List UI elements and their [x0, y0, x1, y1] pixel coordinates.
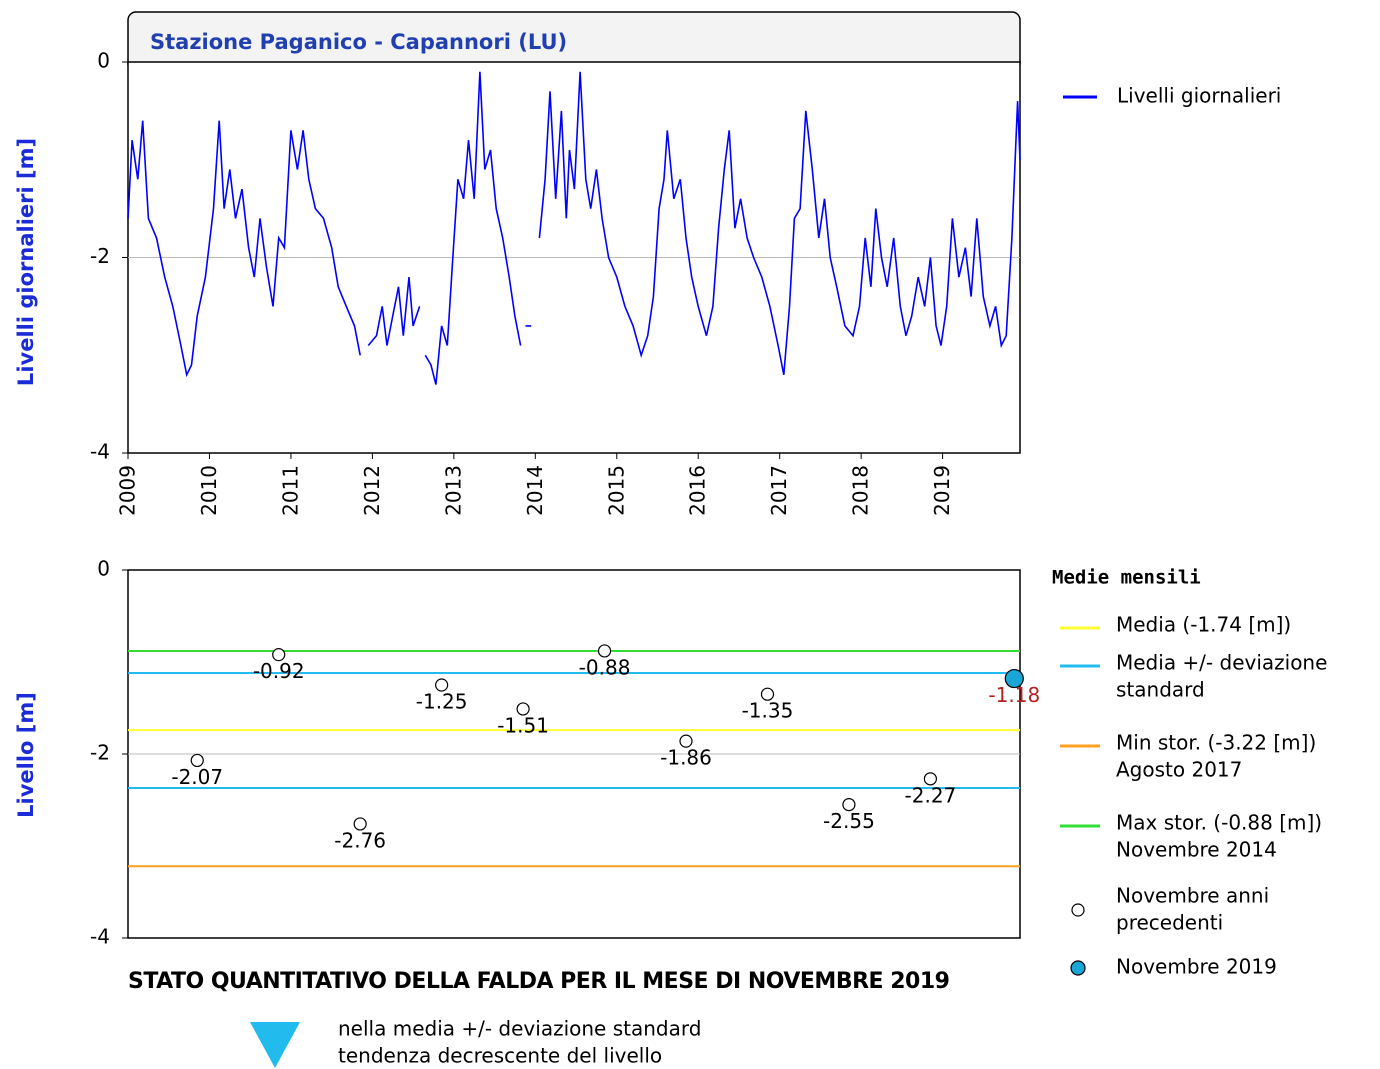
x-tick-label: 2013	[441, 465, 465, 516]
y-tick-label: -4	[90, 440, 110, 464]
y-axis-label: Livelli giornalieri [m]	[14, 138, 38, 386]
data-label: -2.07	[171, 765, 223, 789]
data-point	[597, 644, 612, 658]
x-tick-label: 2012	[360, 465, 384, 516]
data-label: -2.27	[905, 783, 957, 807]
y-tick-label: 0	[97, 557, 110, 581]
legend-label: Max stor. (-0.88 [m])	[1116, 811, 1322, 835]
x-tick-label: 2010	[197, 465, 221, 516]
legend-label: Novembre 2019	[1116, 955, 1277, 979]
data-point	[1004, 668, 1024, 689]
data-line	[127, 71, 1021, 385]
data-label: -1.25	[416, 690, 468, 714]
x-tick-label: 2009	[116, 465, 140, 516]
status-text: nella media +/- deviazione standard	[338, 1017, 701, 1041]
x-tick-label: 2015	[604, 465, 628, 516]
data-point	[353, 817, 367, 831]
status-title: STATO QUANTITATIVO DELLA FALDA PER IL ME…	[128, 969, 949, 994]
status-text: tendenza decrescente del livello	[338, 1044, 662, 1068]
legend-label: precedenti	[1116, 911, 1223, 935]
data-label: -0.92	[253, 659, 305, 683]
data-label: -1.51	[497, 713, 549, 737]
data-point	[272, 648, 286, 662]
x-tick-label: 2016	[686, 465, 710, 516]
legend-label: Novembre 2014	[1116, 838, 1277, 862]
data-label: -0.88	[579, 655, 631, 679]
data-point	[679, 734, 693, 748]
x-tick-label: 2017	[767, 465, 791, 516]
data-point	[435, 678, 449, 692]
data-point	[760, 687, 775, 701]
y-axis-label: Livello [m]	[14, 692, 38, 818]
y-tick-label: 0	[97, 49, 110, 73]
data-label: -1.35	[742, 699, 794, 723]
legend-label: standard	[1116, 678, 1205, 702]
data-label: -2.55	[823, 809, 875, 833]
legend-label: Min stor. (-3.22 [m])	[1116, 731, 1316, 755]
legend-title: Medie mensili	[1052, 567, 1201, 589]
x-tick-label: 2011	[278, 465, 302, 516]
data-label: -1.18	[988, 683, 1040, 707]
y-tick-label: -2	[90, 244, 110, 268]
legend-label: Livelli giornalieri	[1117, 84, 1281, 108]
status-icon	[250, 1022, 300, 1068]
legend-label: Agosto 2017	[1116, 758, 1242, 782]
chart-title: Stazione Paganico - Capannori (LU)	[150, 30, 567, 54]
y-tick-label: -2	[90, 741, 110, 765]
y-tick-label: -4	[90, 925, 110, 949]
data-point	[842, 797, 856, 812]
legend-marker	[1070, 960, 1086, 976]
data-point	[923, 772, 937, 786]
legend-label: Media +/- deviazione	[1116, 651, 1327, 675]
legend-label: Novembre anni	[1116, 884, 1269, 908]
legend-label: Media (-1.74 [m])	[1116, 613, 1291, 637]
data-label: -2.76	[334, 828, 386, 852]
data-label: -1.86	[660, 746, 712, 770]
x-tick-label: 2019	[930, 465, 954, 516]
data-point	[516, 702, 530, 716]
data-point	[190, 753, 204, 768]
x-tick-label: 2014	[523, 465, 547, 516]
x-tick-label: 2018	[849, 465, 873, 516]
legend-marker	[1071, 903, 1085, 917]
